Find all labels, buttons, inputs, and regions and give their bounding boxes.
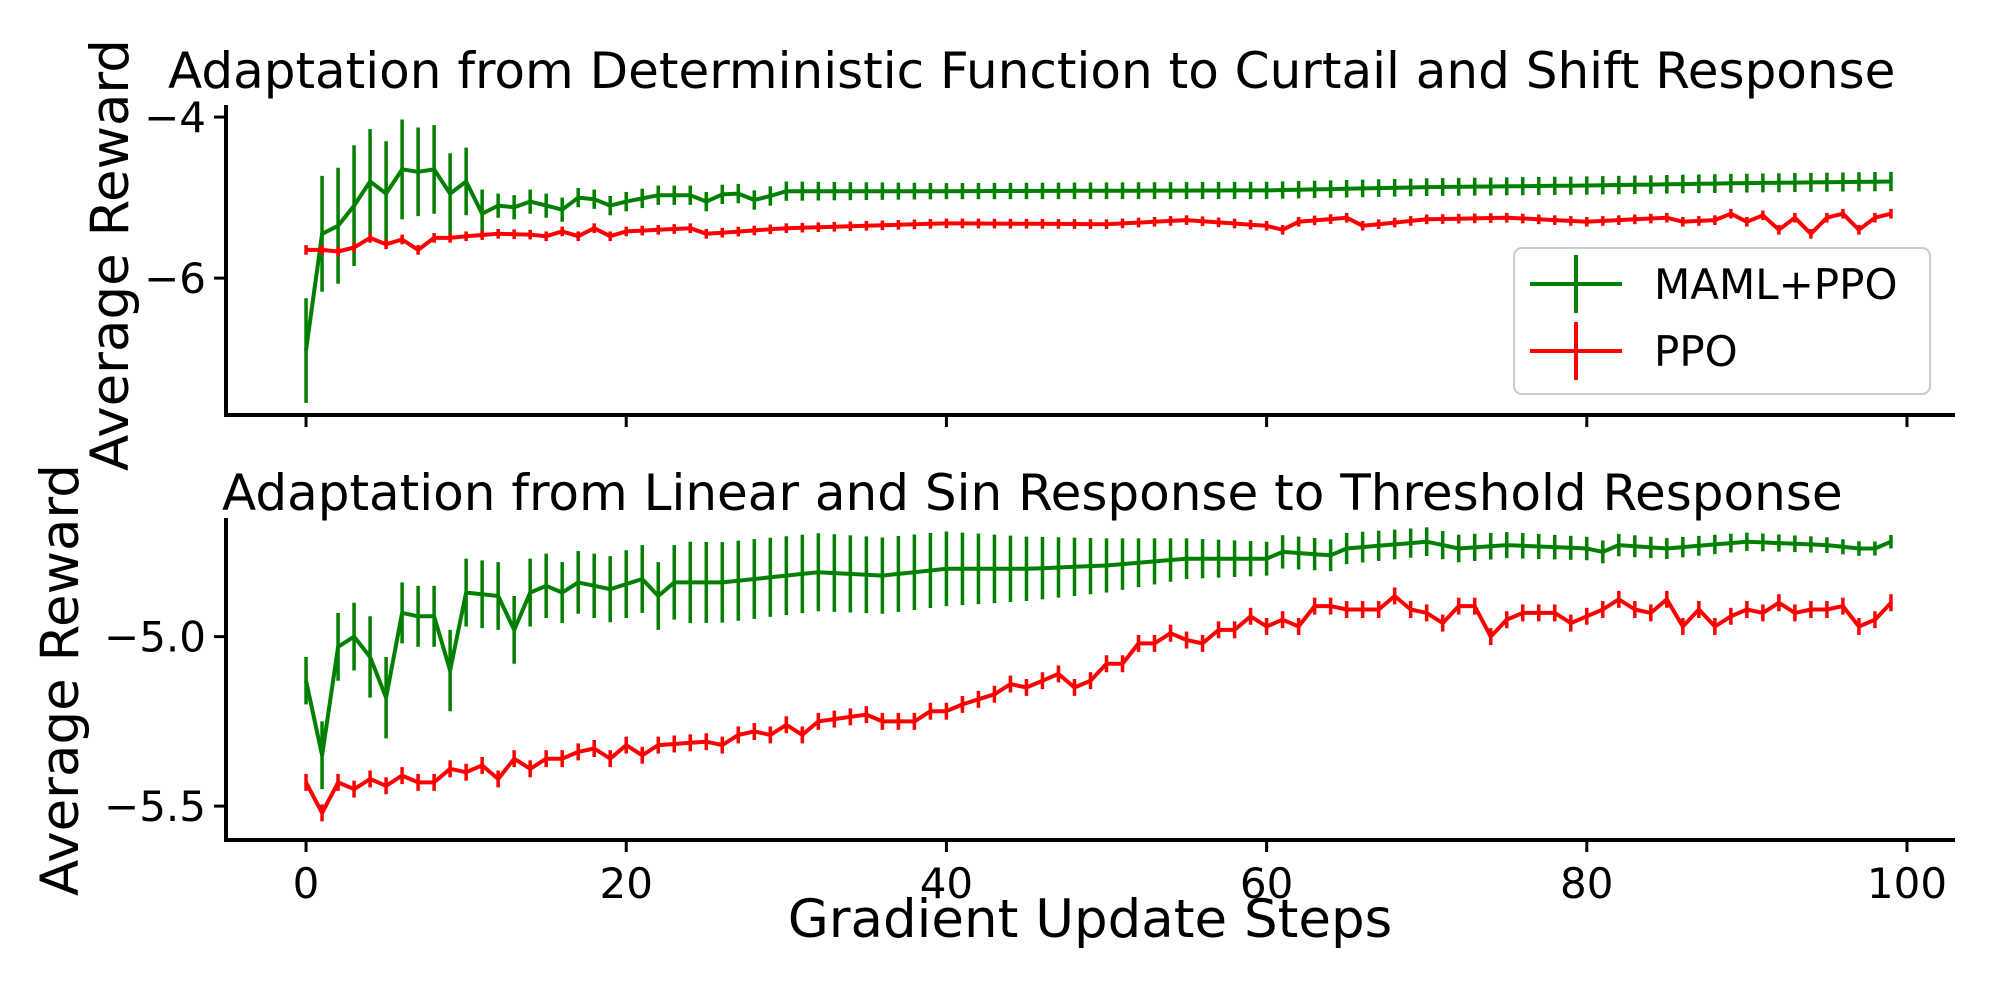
bottom-y-ticks: −5.5 −5.0 — [104, 613, 226, 831]
top-x-ticks — [304, 415, 1909, 427]
bottom-x-tick-label: 100 — [1867, 859, 1947, 908]
bottom-x-tick-label: 0 — [293, 859, 320, 908]
bottom-y-axis-label: Average Reward — [30, 464, 91, 896]
x-axis-label: Gradient Update Steps — [788, 889, 1393, 950]
legend-entry-maml-ppo: MAML+PPO — [1530, 255, 1898, 313]
bottom-x-tick-label: 40 — [920, 859, 973, 908]
top-ppo-line — [306, 211, 1892, 254]
bottom-x-tick-label: 80 — [1560, 859, 1613, 908]
bottom-series-group — [304, 527, 1893, 822]
bottom-y-tick-label: −5.0 — [104, 613, 206, 662]
top-series-ppo — [304, 208, 1893, 257]
bottom-chart-title: Adaptation from Linear and Sin Response … — [222, 464, 1843, 522]
bottom-y-tick-label: −5.5 — [104, 782, 206, 831]
bottom-series-ppo — [304, 587, 1893, 822]
bottom-x-tick-label: 60 — [1240, 859, 1293, 908]
top-maml-ppo-line — [304, 167, 1892, 351]
top-y-axis-label: Average Reward — [80, 39, 141, 471]
bottom-x-tick-label: 20 — [600, 859, 653, 908]
legend: MAML+PPO PPO — [1513, 247, 1931, 395]
top-y-tick-label: −6 — [144, 254, 206, 303]
bottom-subplot: Adaptation from Linear and Sin Response … — [30, 464, 1955, 950]
bottom-ppo-line — [304, 594, 1893, 815]
top-series-group — [304, 119, 1893, 403]
top-chart-title: Adaptation from Deterministic Function t… — [168, 42, 1895, 100]
top-y-ticks: −6 −4 — [144, 93, 226, 303]
legend-maml-ppo-label: MAML+PPO — [1654, 260, 1898, 309]
legend-ppo-label: PPO — [1654, 327, 1738, 376]
top-series-maml-ppo — [304, 119, 1893, 403]
bottom-x-ticks: 0 20 40 60 80 100 — [293, 840, 1947, 908]
bottom-series-maml-ppo — [304, 527, 1893, 790]
legend-entry-ppo: PPO — [1530, 322, 1738, 380]
top-y-tick-label: −4 — [144, 93, 206, 142]
bottom-maml-ppo-line — [304, 539, 1892, 758]
top-subplot: Adaptation from Deterministic Function t… — [80, 39, 1955, 471]
